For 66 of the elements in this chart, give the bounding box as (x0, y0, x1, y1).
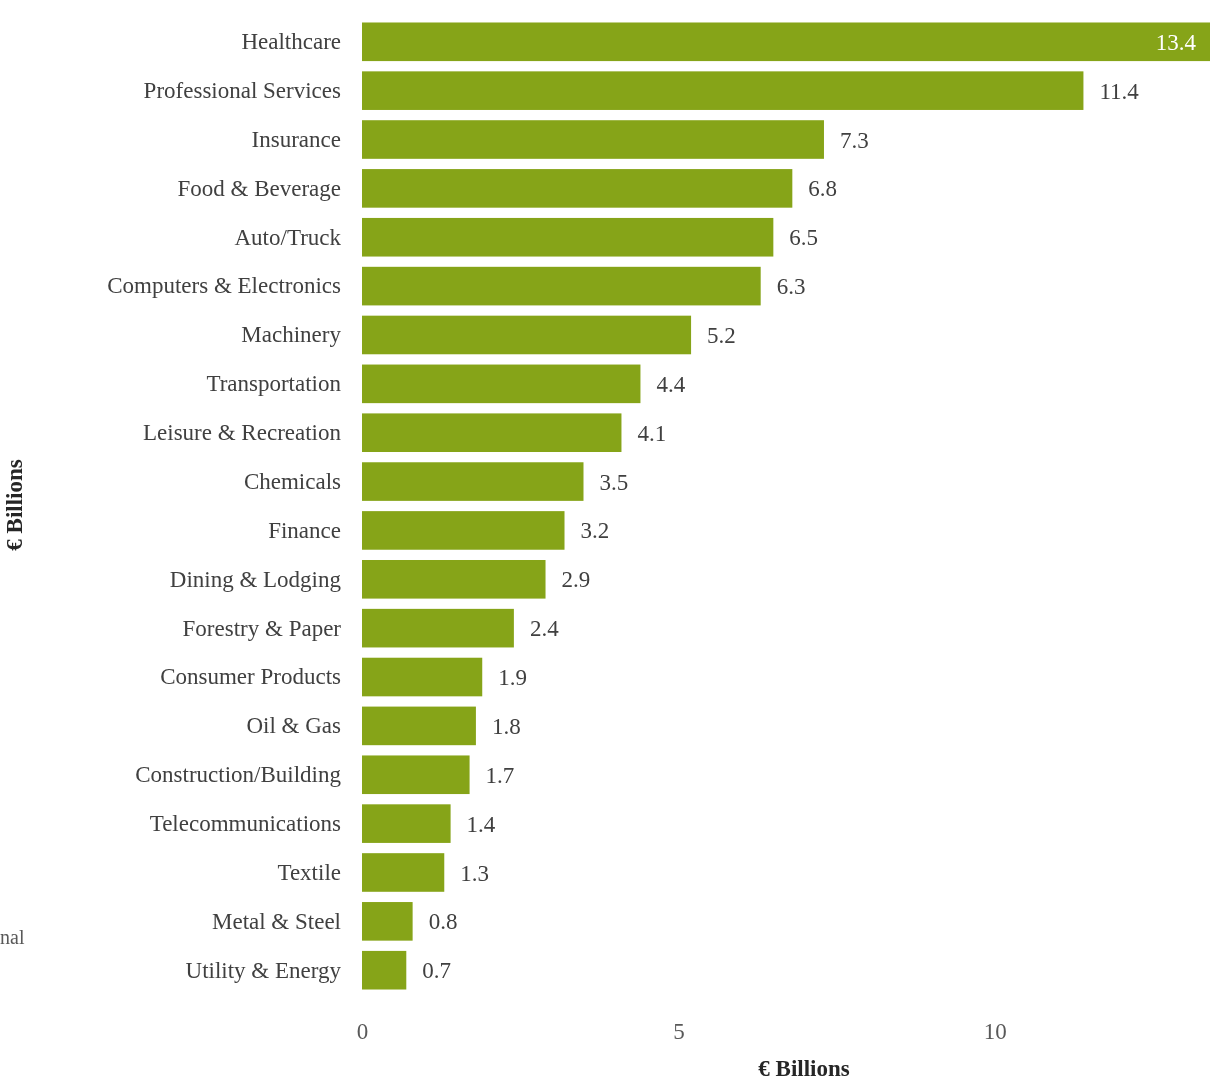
data-label: 11.4 (1099, 78, 1140, 104)
data-label: 1.4 (466, 811, 496, 837)
y-tick-label: Chemicals (243, 468, 342, 494)
data-label: 13.4 (1155, 29, 1197, 55)
x-axis-title: € Billions (758, 1056, 850, 1081)
y-tick-label: Utility & Energy (185, 957, 342, 983)
data-label: 1.8 (491, 713, 521, 739)
text: nal (0, 926, 25, 948)
y-tick-label: Dining & Lodging (169, 566, 342, 592)
bar (362, 71, 1084, 110)
bar (362, 853, 445, 892)
y-tick-label: Insurance (251, 126, 341, 152)
data-label: 3.2 (580, 518, 610, 544)
data-label: 7.3 (839, 127, 869, 153)
y-tick-label: Construction/Building (135, 762, 342, 788)
y-tick-label: Auto/Truck (234, 224, 342, 250)
y-tick-label: Machinery (241, 322, 342, 348)
bar (362, 266, 761, 306)
y-tick-label: Transportation (206, 371, 342, 397)
data-label: 1.7 (485, 762, 515, 788)
y-tick-label: Metal & Steel (211, 908, 341, 934)
x-tick-label: 5 (673, 1018, 685, 1044)
bar (362, 22, 1210, 62)
bar (362, 608, 514, 648)
data-label: 2.9 (561, 567, 591, 593)
y-tick-label: Food & Beverage (177, 175, 341, 201)
data-label: 0.8 (428, 909, 458, 935)
x-tick-label: 10 (983, 1018, 1007, 1044)
data-label: 4.1 (637, 420, 667, 446)
data-label: 1.3 (460, 860, 490, 886)
data-label: 6.3 (776, 274, 806, 300)
y-axis-title: € Billions (2, 459, 27, 551)
data-label: 3.5 (599, 469, 629, 495)
data-label: 2.4 (529, 616, 560, 642)
bar (362, 804, 451, 843)
bar (362, 511, 565, 550)
bar (362, 902, 413, 941)
bar (362, 217, 774, 257)
bar (362, 706, 476, 746)
x-tick-label: 0 (356, 1018, 369, 1044)
bar (362, 560, 546, 599)
bar (362, 657, 483, 697)
bar (362, 315, 692, 355)
data-label: 6.5 (789, 225, 819, 251)
data-label: 5.2 (707, 323, 736, 349)
bar (362, 364, 641, 404)
y-tick-label: Oil & Gas (246, 713, 342, 739)
y-tick-label: Textile (277, 859, 341, 885)
bar (362, 755, 470, 795)
bar (362, 169, 793, 208)
data-label: 1.9 (498, 665, 527, 691)
bar (362, 413, 622, 452)
y-tick-label: Telecommunications (149, 810, 342, 836)
bar (362, 462, 584, 501)
data-label: 4.4 (656, 371, 686, 397)
y-tick-label: Forestry & Paper (182, 615, 342, 641)
y-tick-label: Healthcare (241, 29, 341, 55)
bar (362, 120, 824, 159)
data-label: 0.7 (422, 958, 452, 984)
y-tick-label: Computers & Electronics (107, 273, 342, 299)
y-tick-label: Finance (268, 517, 341, 543)
y-tick-label: Consumer Products (160, 664, 342, 690)
bar (362, 950, 407, 990)
data-label: 6.8 (808, 176, 838, 202)
y-tick-label: Professional Services (143, 78, 342, 104)
y-tick-label: Leisure & Recreation (143, 420, 342, 446)
